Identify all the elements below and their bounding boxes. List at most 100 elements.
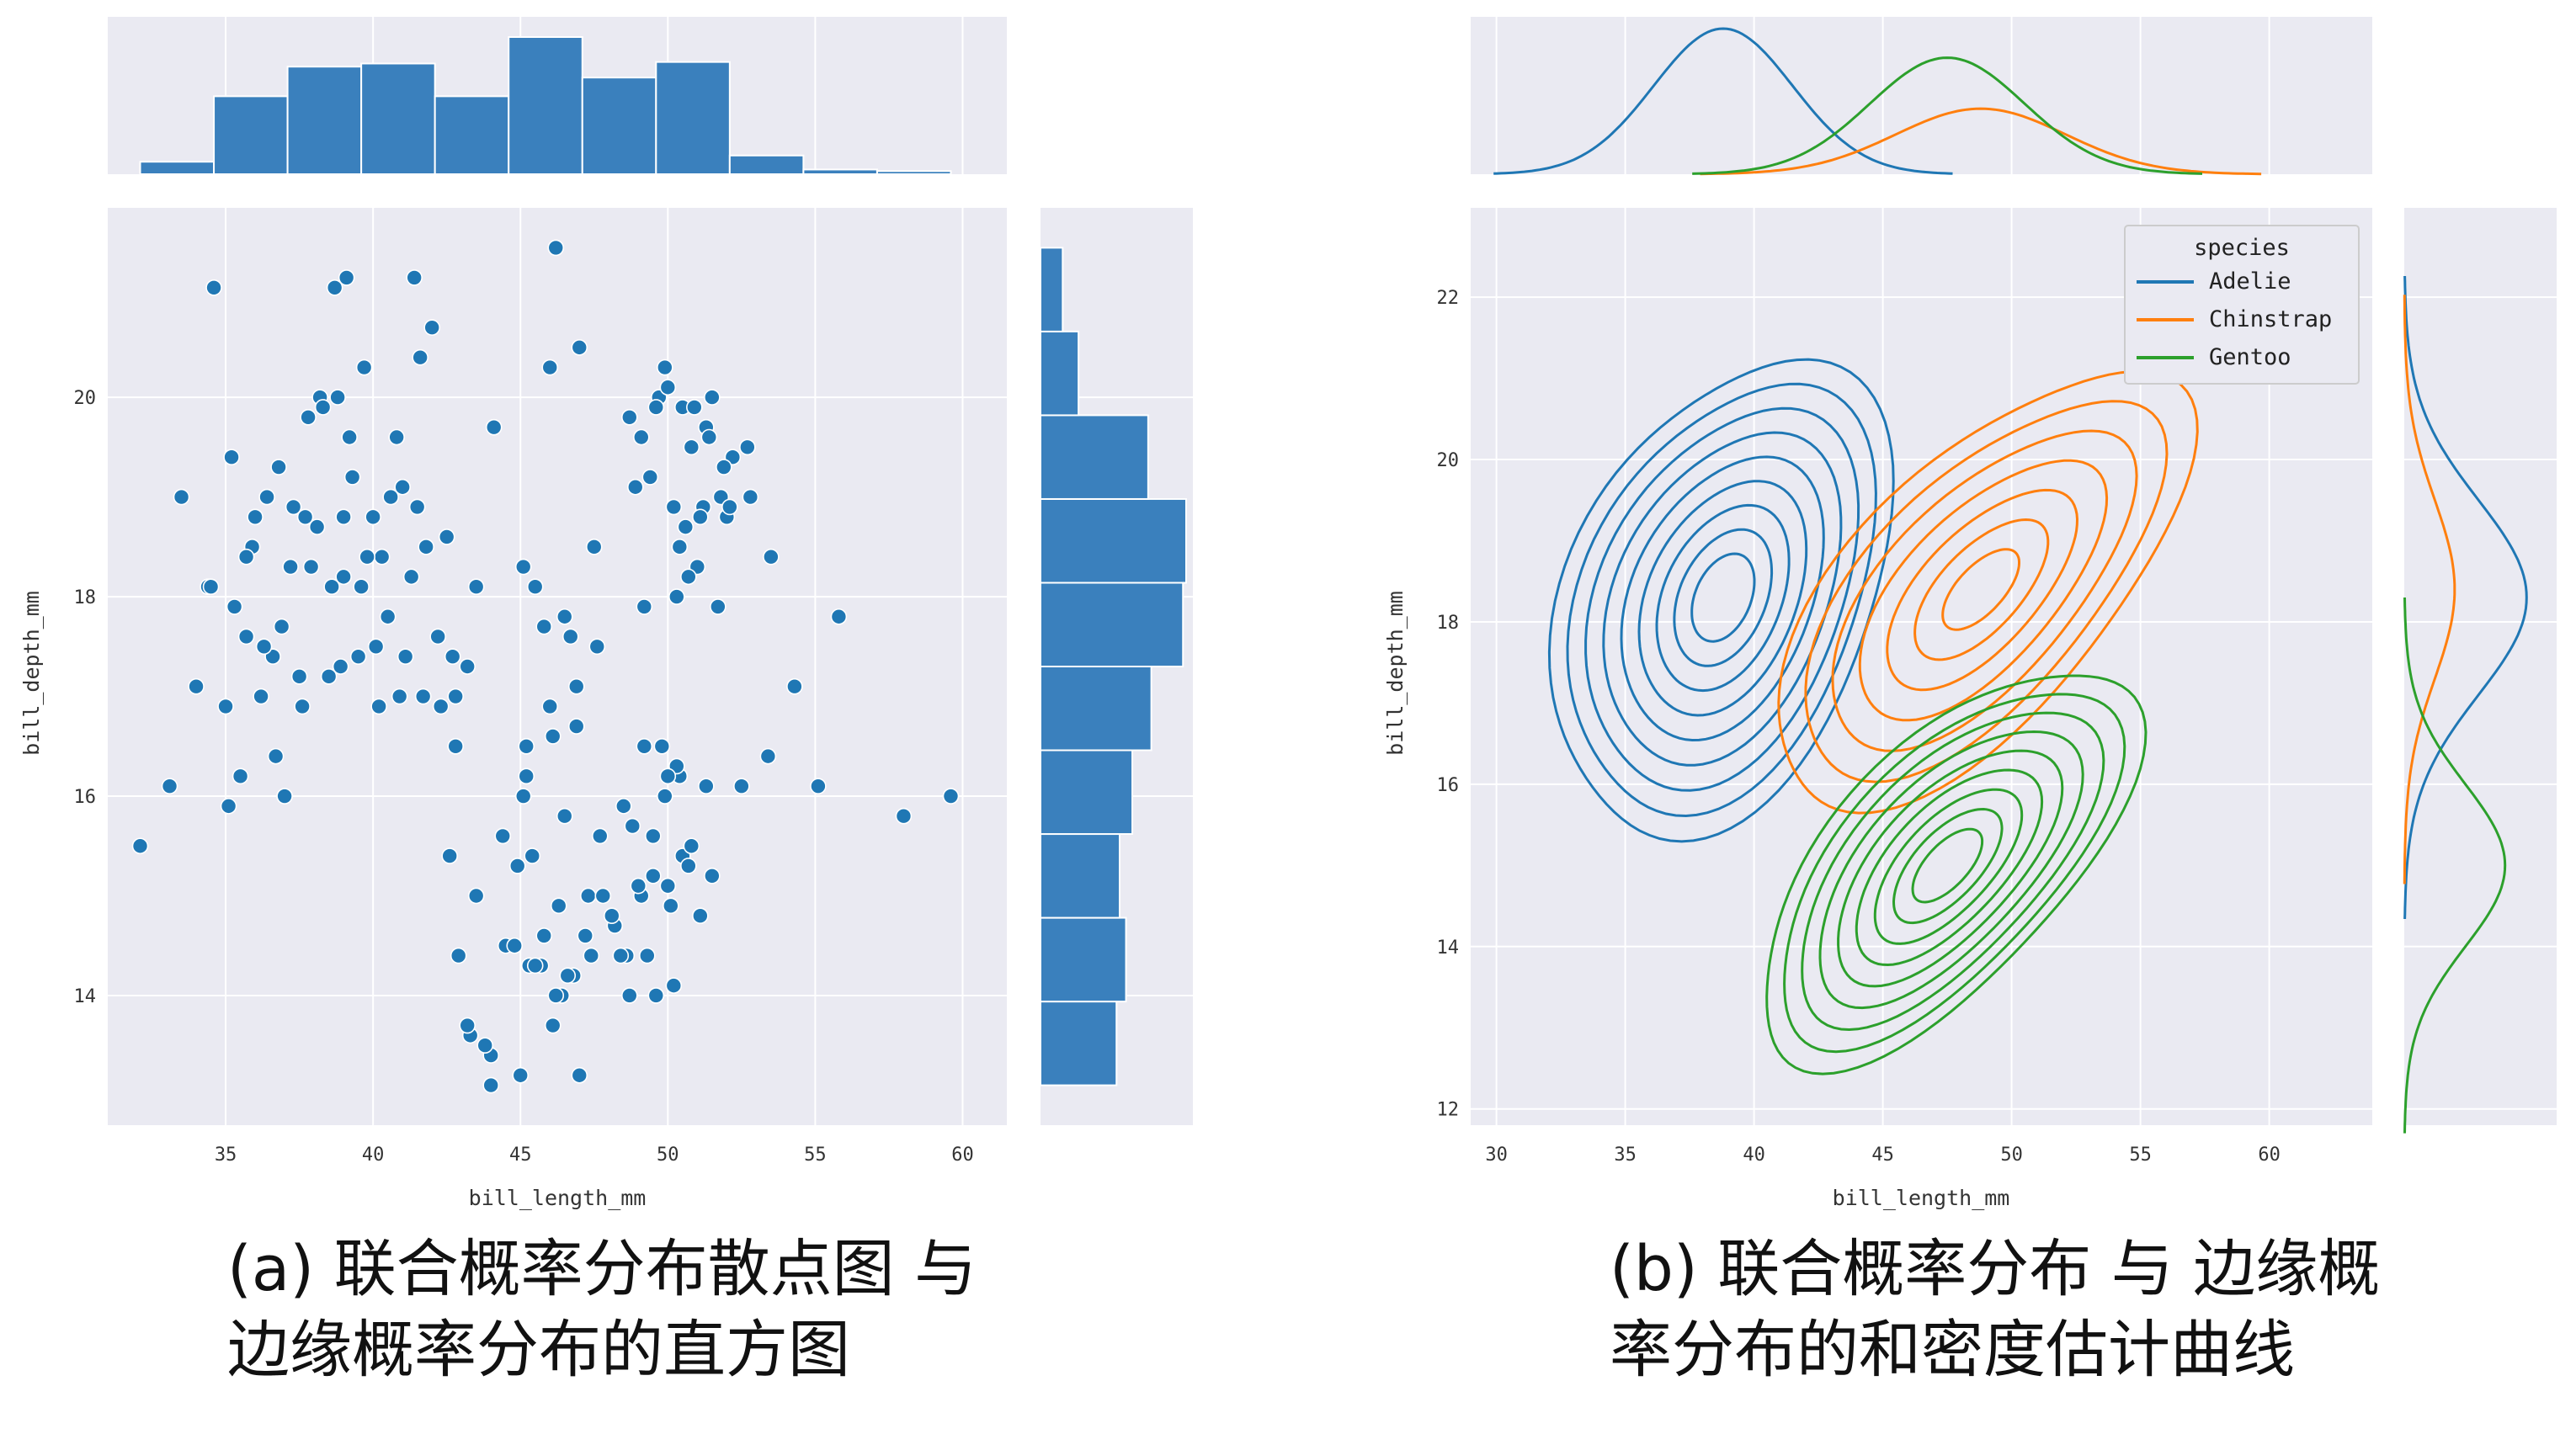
histogram-bar [1040,1001,1118,1086]
scatter-point [544,728,562,745]
scatter-point [294,698,311,715]
scatter-point [408,498,426,516]
contour-chinstrap [1777,369,2199,815]
scatter-point [547,239,565,257]
panel-b-y-axis-label: bill_depth_mm [1383,591,1408,756]
legend-label-adelie: Adelie [2209,268,2291,295]
scatter-point [282,558,299,576]
kde-curve-chinstrap [2403,295,2456,884]
scatter-point [653,737,671,755]
scatter-point [686,399,703,416]
scatter-point [567,718,585,735]
contour-adelie [1602,431,1843,767]
contour-gentoo [1892,807,2004,925]
panel-a-x-tick-labels: 35 40 45 50 55 60 [215,1145,974,1166]
x-tick-label: 50 [2000,1145,2023,1166]
panel-b-top-grid [1495,17,2270,174]
scatter-point [626,478,644,496]
histogram-bar [508,36,583,175]
contour-chinstrap [1913,518,2050,661]
scatter-point [535,927,553,944]
contour-gentoo [1873,788,2024,945]
scatter-point [636,598,653,615]
scatter-point [603,907,620,924]
panel-b-right-margin-axes [2404,208,2557,1125]
panel-b: 30 35 40 45 50 55 60 12 14 16 18 20 22 bill_length_… [1383,17,2557,1210]
scatter-point [556,608,573,625]
x-tick-label: 30 [1485,1145,1508,1166]
scatter-point [668,588,685,605]
scatter-point [341,428,358,446]
scatter-point [467,578,485,596]
scatter-point [365,508,381,526]
scatter-point [663,897,679,915]
scatter-point [247,508,263,526]
scatter-point [541,359,559,376]
scatter-point [562,628,579,645]
contour-chinstrap [1886,488,2079,692]
scatter-point [429,628,446,645]
scatter-point [482,1076,500,1094]
contour-adelie [1637,480,1808,717]
scatter-point [302,558,320,576]
y-tick-label: 22 [1437,288,1460,309]
y-tick-label: 20 [74,388,97,409]
scatter-point [671,539,689,555]
histogram-bar [360,62,436,176]
panel-b-top-margin-axes [1471,17,2372,174]
scatter-point [583,947,600,964]
scatter-point [585,539,603,555]
legend-label-chinstrap: Chinstrap [2209,306,2332,332]
scatter-point [423,319,440,336]
caption-b-line-2: 率分布的和密度估计曲线 [1610,1314,2295,1386]
scatter-point [567,677,585,695]
x-tick-label: 35 [1614,1145,1637,1166]
scatter-point [704,868,721,884]
scatter-point [258,488,275,506]
contour-adelie [1584,406,1860,792]
scatter-point [285,498,302,516]
scatter-point [314,399,332,416]
contour-chinstrap [1831,429,2138,752]
panel-b-kde-contours [1547,358,2199,1076]
scatter-point [394,478,411,496]
scatter-point [447,737,464,755]
kde-curve-gentoo [2403,597,2507,1134]
y-tick-label: 14 [1437,937,1460,959]
scatter-point [332,658,349,675]
panel-a-main-grid [108,208,1007,1125]
scatter-point [494,827,512,845]
scatter-point [683,837,700,855]
x-tick-label: 50 [657,1145,679,1166]
scatter-point [255,638,273,656]
histogram-bar [1040,330,1080,417]
histogram-bar [581,77,657,175]
scatter-point [742,488,759,506]
x-tick-label: 45 [1871,1145,1894,1166]
scatter-point [704,389,721,406]
y-tick-label: 16 [1437,775,1460,796]
scatter-point [326,279,343,296]
scatter-point [202,578,220,596]
scatter-point [514,788,532,805]
scatter-point [131,837,149,855]
scatter-point [591,827,609,845]
scatter-point [276,788,293,805]
scatter-point [370,698,387,715]
histogram-bar [1040,916,1127,1003]
scatter-point [579,887,597,905]
histogram-bar [876,170,952,176]
histogram-bar [1040,749,1134,836]
scatter-point [571,1066,588,1084]
contour-gentoo [1818,730,2084,1010]
contour-gentoo [1783,693,2126,1054]
contour-adelie [1547,358,1895,843]
x-tick-label: 40 [362,1145,385,1166]
scatter-point [942,788,960,805]
scatter-point [402,568,420,586]
contour-chinstrap [1804,400,2169,783]
kde-curve-chinstrap [1700,107,2262,176]
caption-b: (b) 联合概率分布 与 边缘概 率分布的和密度估计曲线 [1610,1229,2380,1390]
scatter-point [355,359,373,376]
scatter-point [226,598,243,615]
